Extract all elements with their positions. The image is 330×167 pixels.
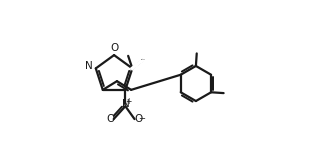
Text: O: O: [107, 114, 115, 124]
Text: O: O: [134, 114, 142, 124]
Text: −: −: [138, 114, 145, 123]
Text: methyl: methyl: [141, 59, 146, 60]
Text: N: N: [122, 99, 130, 109]
Text: O: O: [110, 43, 118, 53]
Text: +: +: [125, 97, 132, 106]
Text: N: N: [85, 61, 93, 71]
